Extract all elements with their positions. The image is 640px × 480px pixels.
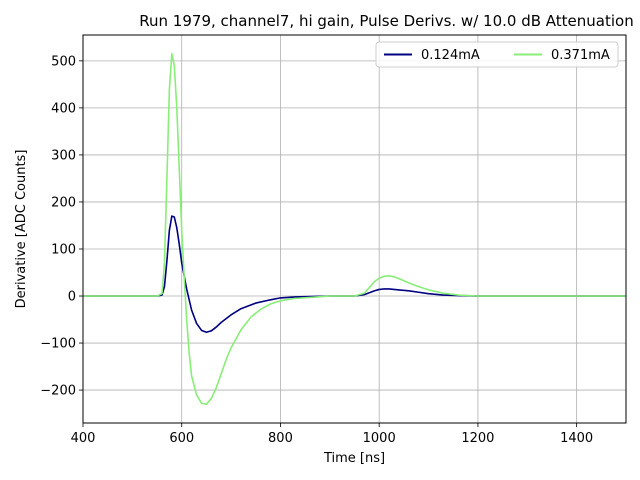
x-tick-label: 400	[71, 431, 96, 446]
y-tick-label: 400	[51, 101, 76, 116]
x-tick-label: 1000	[363, 431, 396, 446]
x-tick-label: 1400	[560, 431, 593, 446]
y-tick-label: 300	[51, 148, 76, 163]
y-tick-label: 200	[51, 195, 76, 210]
legend-label-1: 0.124mA	[421, 48, 480, 63]
x-tick-label: 800	[268, 431, 293, 446]
series-line-1	[83, 215, 626, 334]
series-layer	[83, 53, 626, 405]
y-tick-label: 100	[51, 242, 76, 257]
y-axis-label: Derivative [ADC Counts]	[14, 150, 29, 309]
x-axis-label: Time [ns]	[323, 451, 385, 466]
ticks: 400 600 800 1000 1200 1400 −200 −100 0 100 200 300 4…	[40, 54, 593, 446]
plot-frame	[82, 34, 627, 424]
y-tick-label: −200	[40, 384, 76, 399]
legend-label-2: 0.371mA	[551, 48, 610, 63]
chart-title: Run 1979, channel7, hi gain, Pulse Deriv…	[139, 12, 633, 30]
legend: 0.124mA 0.371mA	[375, 41, 619, 68]
y-tick-label: −100	[40, 337, 76, 352]
series-line-2	[83, 53, 626, 405]
x-tick-label: 1200	[461, 431, 494, 446]
y-tick-label: 500	[51, 54, 76, 69]
x-tick-label: 600	[169, 431, 194, 446]
y-tick-label: 0	[68, 290, 76, 305]
legend-box	[375, 41, 619, 68]
